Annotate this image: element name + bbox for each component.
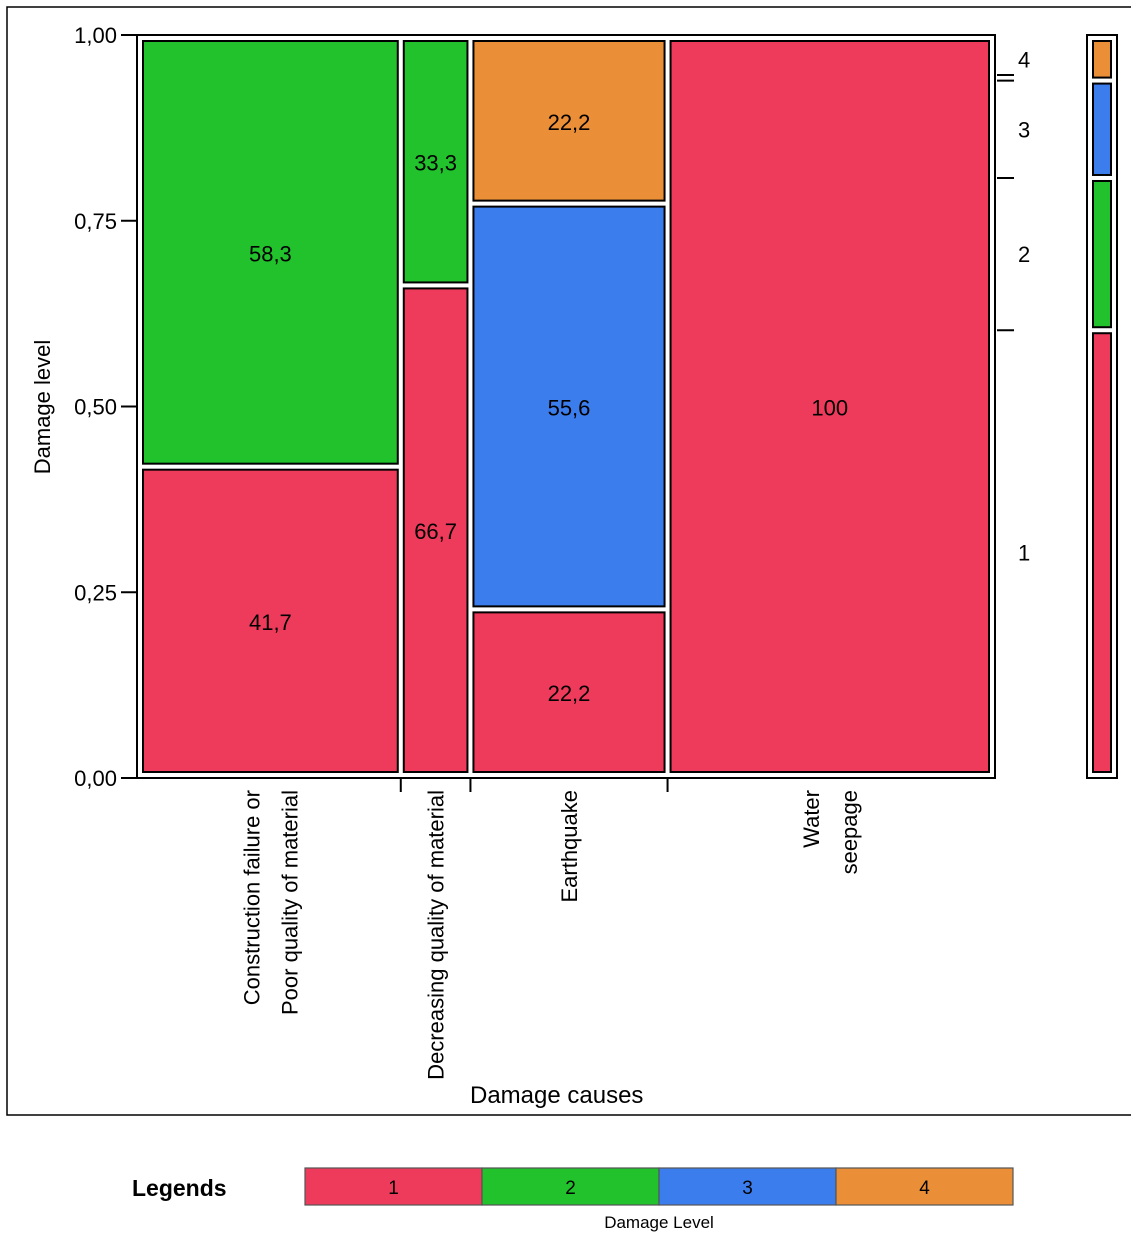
marginal-level-label: 2: [1018, 242, 1030, 267]
x-category-label: Water: [799, 790, 824, 848]
x-category-label: Earthquake: [557, 790, 582, 903]
y-tick-label: 1,00: [74, 23, 117, 48]
mosaic-cell-level-1: [669, 40, 990, 773]
legend-title: Legends: [132, 1175, 227, 1201]
marginal-level-label: 1: [1018, 541, 1030, 566]
legend-caption: Damage Level: [604, 1213, 714, 1232]
y-tick-label: 0,75: [74, 209, 117, 234]
mosaic-column: 41,7 58,3: [142, 40, 399, 773]
cell-value-label: 22,2: [548, 110, 591, 135]
y-axis-title: Damage level: [30, 340, 55, 475]
legend-item-label: 4: [919, 1178, 930, 1199]
cell-value-label: 33,3: [414, 151, 457, 176]
x-category-label: seepage: [837, 790, 862, 874]
y-tick-label: 0,50: [74, 395, 117, 420]
x-category-label: Poor quality of material: [277, 790, 302, 1015]
marginal-level-label: 4: [1018, 47, 1030, 72]
cell-value-label: 58,3: [249, 241, 292, 266]
mosaic-column: 22,2 55,6 22,2: [472, 40, 666, 774]
mosaic-column: 100: [669, 40, 990, 773]
legend-item-label: 2: [565, 1178, 576, 1199]
y-tick-label: 0,25: [74, 580, 117, 605]
cell-value-label: 100: [811, 396, 848, 421]
marginal-bar-level-2: [1092, 179, 1112, 329]
mosaic-cell-level-1: [142, 468, 399, 773]
cell-value-label: 66,7: [414, 519, 457, 544]
cell-value-label: 22,2: [548, 681, 591, 706]
cell-value-label: 41,7: [249, 610, 292, 635]
legend-swatch-level-4: [835, 1167, 1014, 1206]
x-category-label: Decreasing quality of material: [424, 790, 449, 1080]
chart-frame: [6, 6, 1131, 1116]
x-axis-title: Damage causes: [470, 1082, 643, 1109]
mosaic-cell-level-1: [402, 287, 469, 773]
mosaic-cell-level-2: [402, 40, 469, 284]
legend-item-label: 3: [742, 1178, 753, 1199]
y-tick-label: 0,00: [74, 766, 117, 791]
x-category-label: Construction failure or: [239, 790, 264, 1005]
cell-value-label: 55,6: [548, 396, 591, 421]
legend-swatch-level-3: [658, 1167, 837, 1206]
marginal-bar-level-3: [1092, 82, 1112, 176]
mosaic-cell-level-4: [472, 40, 666, 202]
marginal-level-label: 3: [1018, 117, 1030, 142]
legend: Legends Damage Level 1 2 3 4: [132, 1167, 1014, 1232]
marginal-bar-level-4: [1092, 40, 1112, 79]
mosaic-column: 66,7 33,3: [402, 40, 469, 773]
legend-swatch-level-1: [304, 1167, 483, 1206]
legend-item-label: 1: [388, 1178, 399, 1199]
mosaic-cell-level-1: [472, 611, 666, 774]
mosaic-cell-level-3: [472, 205, 666, 608]
marginal-bar-level-1: [1092, 332, 1112, 773]
mosaic-cell-level-2: [142, 40, 399, 465]
